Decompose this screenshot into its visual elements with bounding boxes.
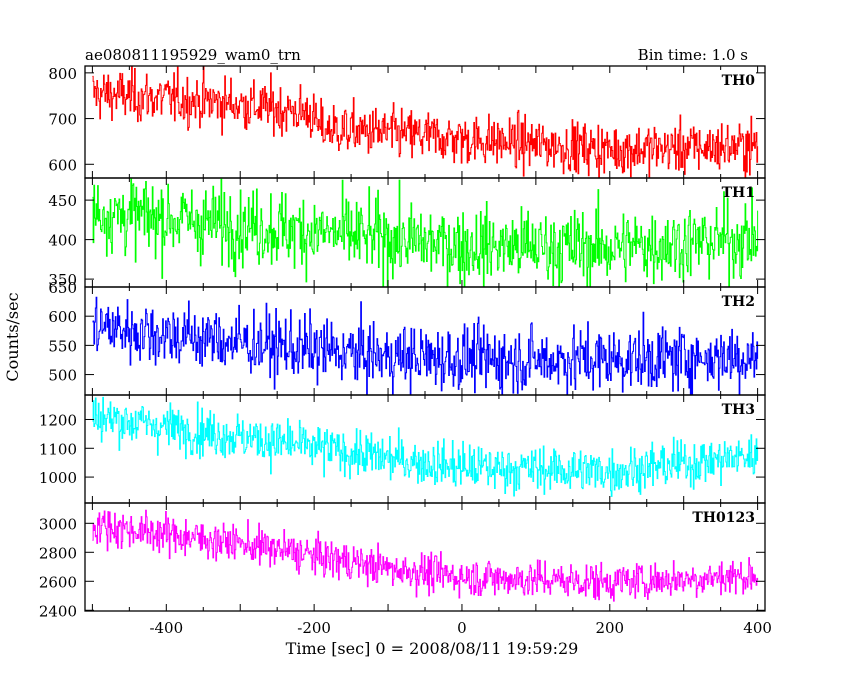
series-line-th2 (92, 296, 759, 395)
series-line-th1 (92, 178, 759, 287)
chart-title: ae080811195929_wam0_trn (85, 46, 301, 64)
y-tick-label: 800 (48, 65, 77, 83)
x-tick-label: -200 (297, 619, 331, 637)
y-tick-label: 600 (48, 156, 77, 174)
y-tick-label: 700 (48, 111, 77, 129)
y-tick-label: 400 (48, 232, 77, 250)
panel-th0: 600 700 800 TH0 (48, 65, 766, 179)
panel-th0123: 2400 2600 2800 3000 TH0123 (39, 502, 766, 620)
x-tick-label: 400 (743, 619, 772, 637)
panel-label: TH1 (722, 185, 755, 201)
y-tick-label: 3000 (39, 515, 77, 533)
series-line-th3 (92, 396, 759, 497)
y-tick-label: 1000 (39, 469, 77, 487)
panel-label: TH0123 (692, 510, 755, 526)
y-tick-label: 2400 (39, 602, 77, 620)
y-tick-label: 350 (48, 271, 77, 289)
x-axis: -400 -200 0 200 400 (149, 619, 771, 637)
panel-th2: 500 550 600 650 TH2 (48, 279, 766, 396)
y-tick-label: 450 (48, 192, 77, 210)
x-tick-label: 0 (457, 619, 467, 637)
y-axis-label: Counts/sec (3, 292, 22, 381)
y-tick-label: 2600 (39, 573, 77, 591)
y-tick-label: 500 (48, 367, 77, 385)
y-tick-label: 1200 (39, 411, 77, 429)
panel-label: TH0 (722, 73, 756, 89)
x-tick-label: -400 (149, 619, 183, 637)
x-tick-label: 200 (595, 619, 624, 637)
series-line-th0 (92, 66, 759, 178)
y-tick-label: 1100 (39, 440, 77, 458)
x-axis-label: Time [sec] 0 = 2008/08/11 19:59:29 (286, 639, 579, 658)
y-tick-label: 550 (48, 337, 77, 355)
panels-group: 600 700 800 TH0 350 400 450 TH1 500 550 600 650 TH2 1… (39, 65, 766, 620)
panel-th3: 1000 1100 1200 TH3 (39, 394, 766, 504)
series-line-th0123 (92, 509, 759, 602)
y-tick-label: 2800 (39, 544, 77, 562)
bin-time-label: Bin time: 1.0 s (638, 46, 748, 64)
y-tick-label: 600 (48, 308, 77, 326)
y-tick-label: 650 (48, 279, 77, 297)
panel-th1: 350 400 450 TH1 (48, 177, 766, 289)
panel-label: TH2 (722, 294, 755, 310)
panel-label: TH3 (722, 402, 755, 418)
